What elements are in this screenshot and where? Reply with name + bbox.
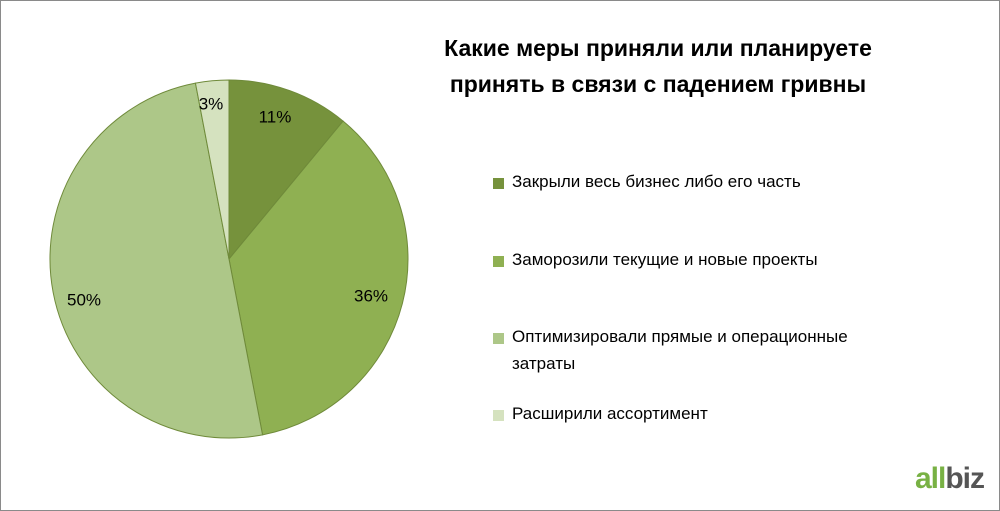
legend-label-3: Оптимизировали прямые и операционные зат… [512,323,848,377]
pie-slice-4 [194,79,230,260]
legend-label-1: Закрыли весь бизнес либо его часть [512,172,801,191]
legend-label-3-line-1: Оптимизировали прямые и операционные [512,327,848,346]
legend-label-4: Расширили ассортимент [512,404,708,423]
legend-item-1: Закрыли весь бизнес либо его часть [493,172,801,195]
chart-title-line-1: Какие меры приняли или планируете [444,35,872,61]
logo-part-biz: biz [945,462,985,495]
pie-slice-label-4: 3% [199,94,224,113]
legend-swatch-2 [493,256,504,267]
allbiz-logo[interactable]: allbiz [915,462,985,496]
legend-item-2: Заморозили текущие и новые проекты [493,250,818,273]
pie-slice-3 [49,82,264,439]
legend-swatch-4 [493,410,504,421]
legend-swatch-3 [493,333,504,344]
chart-title-line-2: принять в связи с падением гривны [449,71,867,97]
chart-title: Какие меры приняли или планируете принят… [398,30,918,102]
pie-slice-label-1: 11% [259,107,292,126]
legend-label-3-line-2: затраты [512,354,576,373]
pie-slice-1 [228,79,344,261]
legend-swatch-1 [493,178,504,189]
logo-part-all: all [915,462,946,495]
legend-label-2: Заморозили текущие и новые проекты [512,250,818,269]
pie-slice-label-2: 36% [354,286,388,305]
legend-item-4: Расширили ассортимент [493,404,708,427]
legend-item-3: Оптимизировали прямые и операционные зат… [493,327,848,377]
pie-slice-label-3: 50% [67,290,101,309]
pie-slice-2 [228,120,409,436]
